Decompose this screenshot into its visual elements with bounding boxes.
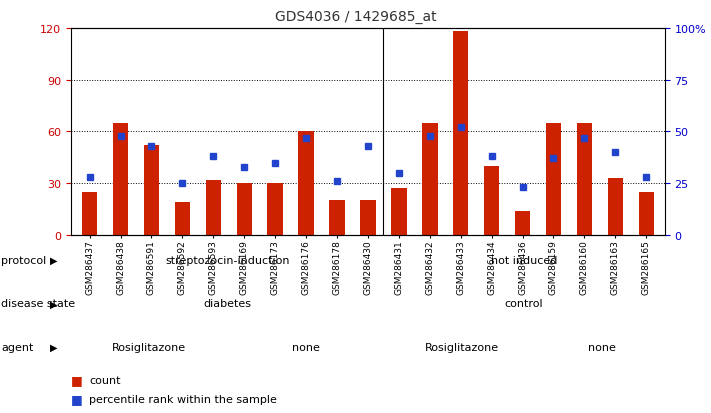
Bar (422, 123, 437, 235)
Bar (360, 201, 375, 235)
Text: disease state: disease state (1, 299, 75, 309)
Text: GDS4036 / 1429685_at: GDS4036 / 1429685_at (274, 10, 437, 24)
Bar (205, 180, 221, 235)
Bar (391, 189, 407, 235)
Text: control: control (505, 299, 543, 309)
Bar (453, 32, 469, 235)
Text: agent: agent (1, 342, 34, 352)
Text: streptozocin-induction: streptozocin-induction (165, 255, 289, 265)
Text: not induced: not induced (491, 255, 557, 265)
Bar (329, 201, 345, 235)
Bar (638, 192, 654, 235)
Bar (113, 123, 128, 235)
Bar (546, 123, 561, 235)
Text: none: none (589, 342, 616, 352)
Text: protocol: protocol (1, 255, 47, 265)
Text: Rosiglitazone: Rosiglitazone (424, 342, 498, 352)
Text: percentile rank within the sample: percentile rank within the sample (89, 394, 277, 404)
Bar (484, 166, 499, 235)
Text: ▶: ▶ (50, 342, 57, 352)
Bar (82, 192, 97, 235)
Text: none: none (292, 342, 319, 352)
Bar (577, 123, 592, 235)
Text: diabetes: diabetes (203, 299, 251, 309)
Text: ■: ■ (71, 373, 83, 387)
Text: count: count (89, 375, 120, 385)
Bar (267, 184, 283, 235)
Text: ▶: ▶ (50, 255, 57, 265)
Bar (237, 184, 252, 235)
Bar (608, 178, 623, 235)
Text: ▶: ▶ (50, 299, 57, 309)
Bar (299, 132, 314, 235)
Text: Rosiglitazone: Rosiglitazone (112, 342, 186, 352)
Bar (175, 203, 190, 235)
Text: ■: ■ (71, 392, 83, 405)
Bar (515, 211, 530, 235)
Bar (144, 146, 159, 235)
